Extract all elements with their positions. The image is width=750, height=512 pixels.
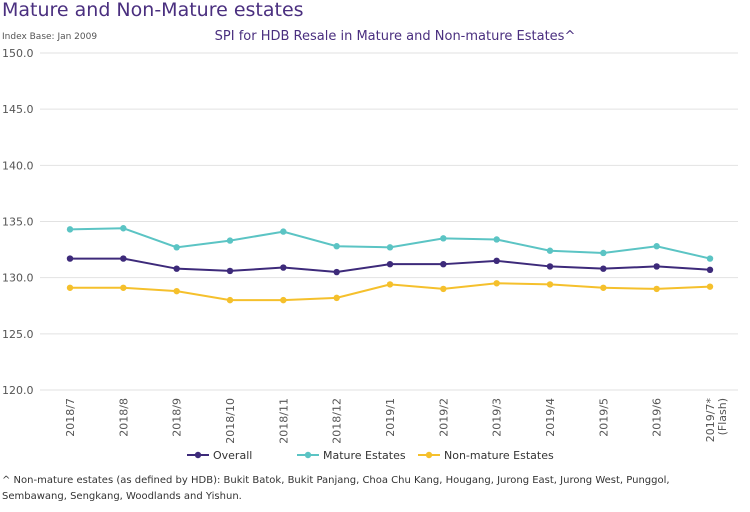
point [653, 285, 660, 293]
point [440, 260, 447, 268]
x-tick-note: (Flash) [716, 398, 729, 435]
subtitle: Index Base: Jan 2009 [2, 32, 97, 42]
point [66, 284, 74, 291]
point [706, 255, 714, 262]
x-tick-label: 2018/7 [64, 398, 77, 437]
point [333, 294, 340, 302]
point [440, 235, 447, 242]
footnote: Sembawang, Sengkang, Woodlands and Yishu… [2, 491, 242, 502]
point [120, 284, 127, 291]
x-tick-label: 2018/9 [171, 398, 184, 437]
y-tick-label: 125.0 [2, 328, 34, 341]
point [493, 257, 500, 265]
point [280, 296, 287, 304]
point [280, 264, 287, 271]
point [493, 236, 500, 243]
point [653, 263, 660, 270]
point [653, 243, 660, 250]
legend-label: Mature Estates [323, 449, 406, 462]
x-tick-label: 2019/4 [544, 398, 557, 437]
page-title: Mature and Non-Mature estates [2, 0, 304, 21]
x-tick-label: 2019/7* [704, 398, 717, 443]
point [386, 281, 394, 288]
footnote: ^ Non-mature estates (as defined by HDB)… [2, 475, 670, 486]
point [120, 255, 127, 262]
point [173, 287, 180, 295]
legend-label: Non-mature Estates [444, 449, 554, 462]
point [226, 267, 234, 275]
legend-label: Overall [213, 449, 252, 462]
point [280, 228, 287, 235]
x-tick-label: 2018/10 [224, 398, 237, 444]
chart-title: SPI for HDB Resale in Mature and Non-mat… [215, 29, 576, 44]
point [386, 244, 394, 251]
x-tick-label: 2019/2 [437, 398, 450, 437]
y-tick-label: 130.0 [2, 272, 34, 285]
y-tick-label: 120.0 [2, 384, 34, 397]
y-tick-label: 135.0 [2, 216, 34, 229]
point [546, 263, 554, 270]
legend-marker [304, 451, 312, 459]
x-tick-label: 2018/11 [277, 398, 290, 444]
legend-marker [425, 451, 433, 459]
point [173, 265, 180, 272]
point [66, 226, 74, 233]
series-line [69, 227, 711, 260]
point [493, 280, 500, 287]
x-tick-label: 2019/1 [384, 398, 397, 437]
point [66, 255, 74, 262]
point [333, 243, 340, 250]
point [600, 249, 607, 257]
point [546, 281, 554, 288]
point [600, 284, 607, 291]
x-tick-label: 2019/5 [597, 398, 610, 437]
x-tick-label: 2018/12 [331, 398, 344, 444]
point [600, 265, 607, 272]
x-tick-label: 2018/8 [117, 398, 130, 437]
y-tick-label: 140.0 [2, 159, 34, 172]
point [333, 268, 340, 276]
point [386, 260, 394, 268]
point [706, 266, 714, 274]
point [226, 237, 234, 244]
y-tick-label: 150.0 [2, 47, 34, 60]
point [226, 296, 234, 304]
point [706, 283, 714, 290]
x-tick-label: 2019/3 [491, 398, 504, 437]
point [173, 244, 180, 251]
legend-marker [194, 451, 202, 459]
point [440, 285, 447, 293]
x-tick-label: 2019/6 [651, 398, 664, 437]
y-tick-label: 145.0 [2, 103, 34, 116]
point [120, 225, 127, 232]
point [546, 247, 554, 254]
